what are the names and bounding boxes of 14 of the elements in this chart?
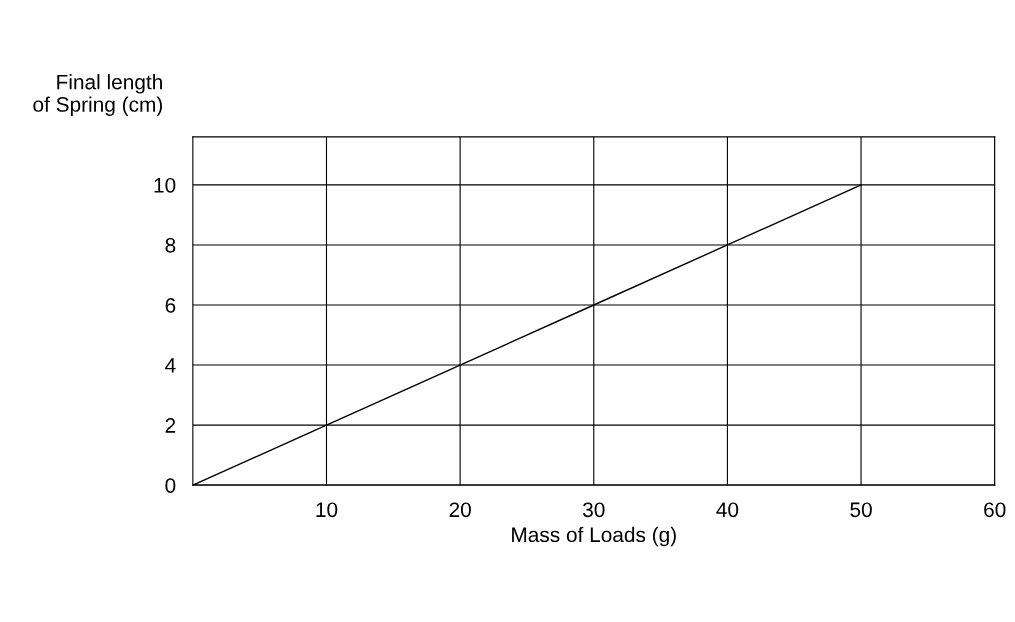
y-tick-label: 6 [165, 298, 176, 313]
y-tick-label: 4 [165, 358, 176, 373]
y-tick-label: 8 [165, 237, 176, 253]
y-tick-label: 2 [165, 418, 176, 433]
x-tick-label: 20 [449, 502, 471, 518]
y-tick-label: 10 [154, 177, 176, 193]
x-tick-label: 10 [316, 502, 338, 518]
x-tick-label: 50 [850, 502, 872, 518]
x-tick-label: 30 [582, 502, 605, 518]
y-tick-label: 0 [165, 478, 176, 493]
x-tick-label: 60 [984, 502, 1006, 518]
x-tick-label: 40 [716, 502, 739, 518]
y-axis-title: Final length of Spring (cm) [33, 74, 163, 116]
x-axis-title: Mass of Loads (g) [512, 526, 676, 547]
